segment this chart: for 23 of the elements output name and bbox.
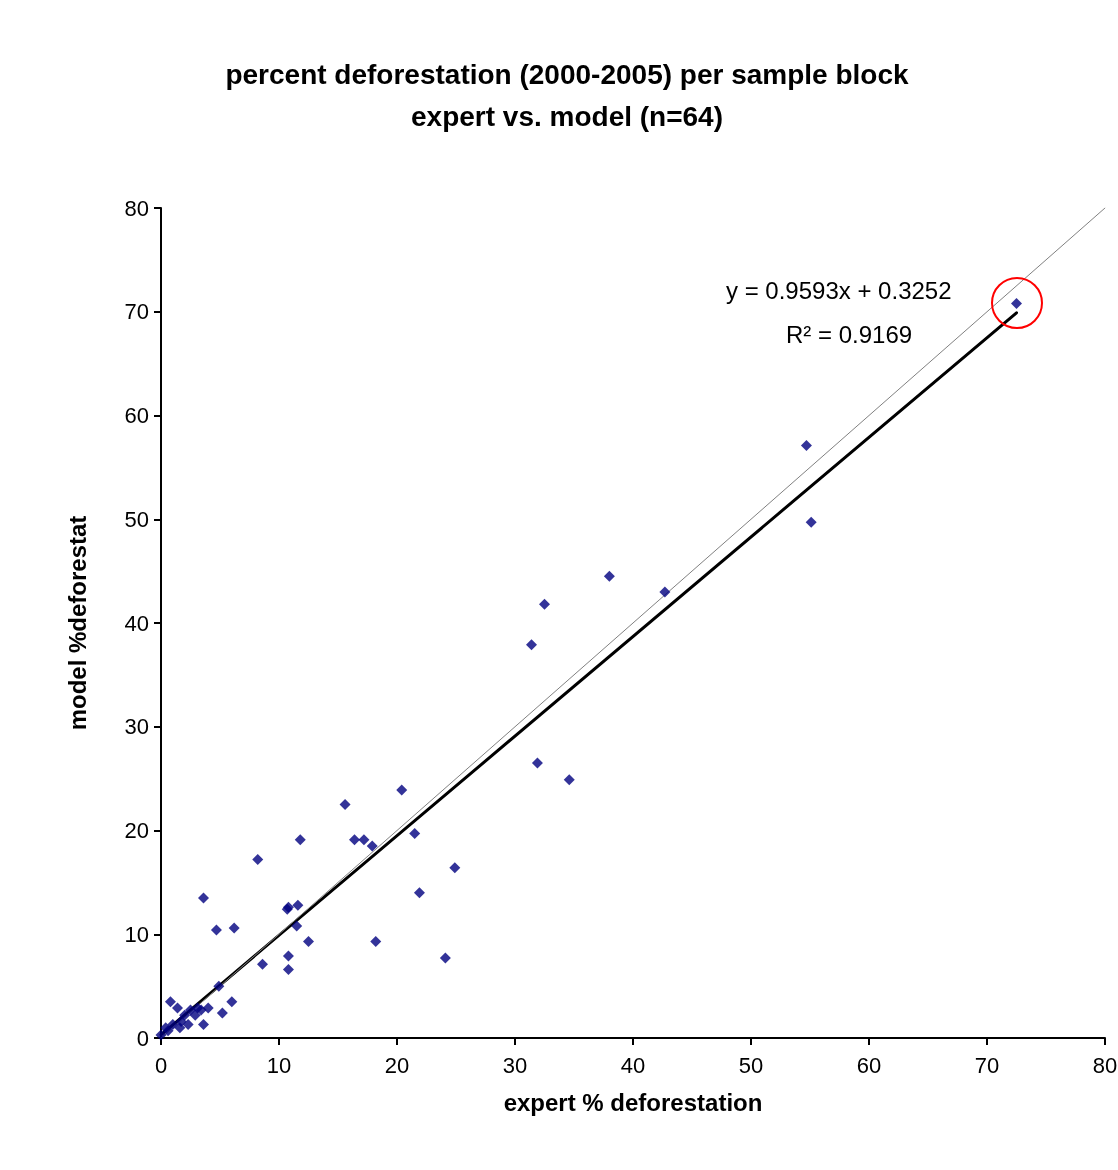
x-tick-label: 50	[738, 1052, 764, 1078]
y-tick-label: 0	[136, 1025, 149, 1051]
x-tick-label: 80	[1092, 1052, 1118, 1078]
y-tick-label: 20	[124, 818, 149, 843]
chart-title: percent deforestation (2000-2005) per sample block expert vs. model (n=64)	[225, 58, 909, 132]
y-tick-label: 70	[124, 299, 149, 325]
y-tick-label: 60	[124, 403, 149, 428]
y-tick-label: 50	[124, 506, 149, 532]
x-tick-label: 40	[620, 1052, 646, 1078]
x-tick-label: 30	[502, 1052, 528, 1078]
y-axis-title: model %deforestat	[63, 515, 91, 731]
x-tick-label: 60	[856, 1052, 882, 1078]
y-tick-label: 30	[124, 714, 149, 740]
x-axis-title: expert % deforestation	[503, 1088, 763, 1116]
annotation: y = 0.9593x + 0.3252	[726, 276, 952, 304]
y-tick-label: 40	[124, 610, 149, 636]
y-tick-label: 80	[124, 195, 149, 221]
x-tick-label: 10	[266, 1052, 292, 1078]
annotation: R² = 0.9169	[786, 320, 913, 348]
x-tick-label: 20	[384, 1052, 410, 1078]
x-tick-label: 0	[154, 1052, 168, 1078]
x-tick-label: 70	[974, 1052, 1000, 1078]
y-tick-label: 10	[124, 921, 149, 947]
